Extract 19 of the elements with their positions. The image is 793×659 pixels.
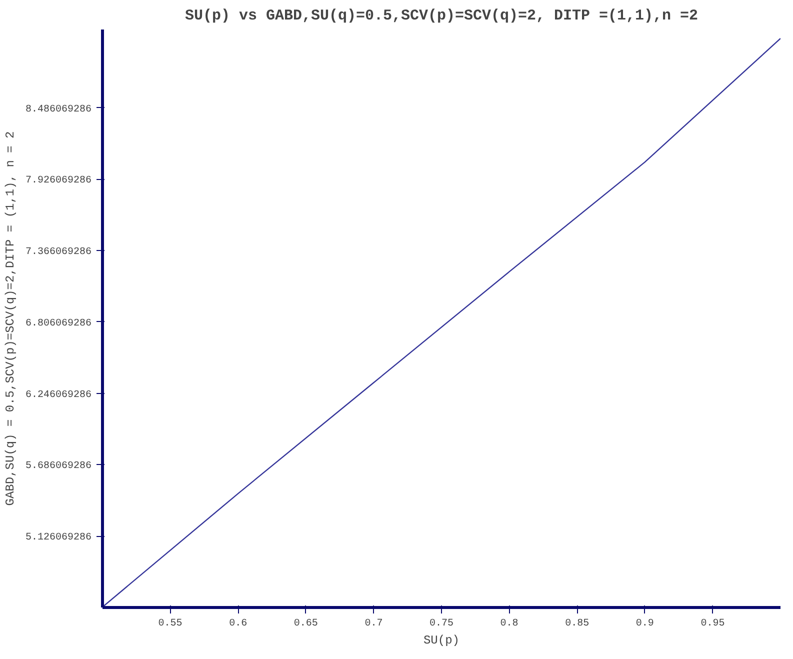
y-tick-label: 5.686069286: [25, 461, 92, 472]
x-tick-label: 0.95: [700, 618, 725, 630]
chart-title: SU(p) vs GABD,SU(q)=0.5,SCV(p)=SCV(q)=2, DITP =(1,1),n =2: [184, 8, 698, 24]
y-tick-label: 8.486069286: [25, 104, 92, 116]
x-tick-label: 0.65: [294, 618, 318, 630]
y-tick-label: 7.926069286: [25, 176, 92, 187]
x-tick-label: 0.55: [158, 618, 182, 630]
x-tick-label: 0.85: [565, 618, 590, 630]
y-axis-title: GABD,SU(q) = 0.5,SCV(p)=SCV(q)=2,DITP = (1,1), n = 2: [3, 131, 18, 506]
y-tick-label: 5.126069286: [25, 532, 92, 544]
x-tick-label: 0.8: [500, 618, 518, 630]
x-axis-title: SU(p): [423, 634, 460, 648]
x-tick-label: 0.6: [229, 618, 248, 630]
x-tick-label: 0.75: [430, 618, 454, 630]
y-tick-label: 6.806069286: [25, 318, 92, 330]
x-tick-label: 0.7: [364, 618, 383, 630]
y-tick-label: 6.246069286: [25, 390, 92, 401]
x-tick-label: 0.9: [636, 618, 654, 630]
y-tick-label: 7.366069286: [25, 247, 92, 258]
